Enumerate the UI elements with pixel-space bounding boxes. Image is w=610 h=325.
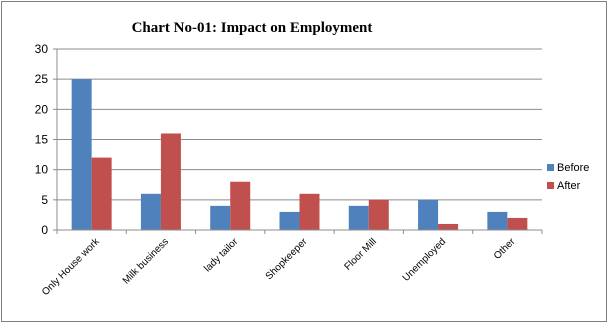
x-category-label: Milk business [121, 236, 171, 286]
bar-before [210, 205, 231, 230]
legend: Before After [547, 162, 589, 192]
axes [53, 48, 543, 234]
bar-after [438, 223, 459, 230]
chart-title: Chart No-01: Impact on Employment [132, 20, 373, 36]
x-category-label: Unemployed [401, 236, 448, 283]
x-category-label: Shopkeeper [264, 236, 310, 282]
legend-label-after: After [557, 180, 581, 192]
legend-swatch-before [547, 164, 554, 171]
bar-before [140, 193, 161, 230]
y-tick-label: 5 [41, 193, 48, 207]
x-category-label: Only House work [40, 236, 102, 298]
bar-after [368, 199, 389, 230]
bar-before [348, 205, 369, 230]
bar-before [71, 79, 92, 231]
bars [71, 79, 528, 231]
y-tick-label: 20 [35, 102, 49, 116]
y-tick-label: 10 [35, 163, 49, 177]
gridlines [57, 48, 542, 201]
x-category-labels: Only House work Milk business lady tailor S… [40, 236, 518, 298]
x-category-label: Other [492, 236, 518, 262]
y-tick-label: 30 [35, 42, 49, 56]
bar-after [160, 133, 181, 230]
y-tick-label: 15 [35, 133, 49, 147]
bar-after [230, 181, 251, 230]
bar-before [487, 211, 508, 230]
bar-after [507, 217, 528, 230]
y-tick-label: 0 [41, 223, 48, 237]
y-tick-label: 25 [35, 72, 49, 86]
bar-before [418, 199, 439, 230]
x-category-label: Floor Mill [342, 236, 378, 272]
bar-before [279, 211, 300, 230]
x-category-label: lady tailor [202, 236, 241, 275]
bar-after [299, 193, 320, 230]
bar-after [91, 157, 112, 230]
y-tick-labels: 0 5 10 15 20 25 30 [35, 42, 49, 237]
legend-swatch-after [547, 182, 554, 189]
legend-label-before: Before [557, 162, 589, 174]
